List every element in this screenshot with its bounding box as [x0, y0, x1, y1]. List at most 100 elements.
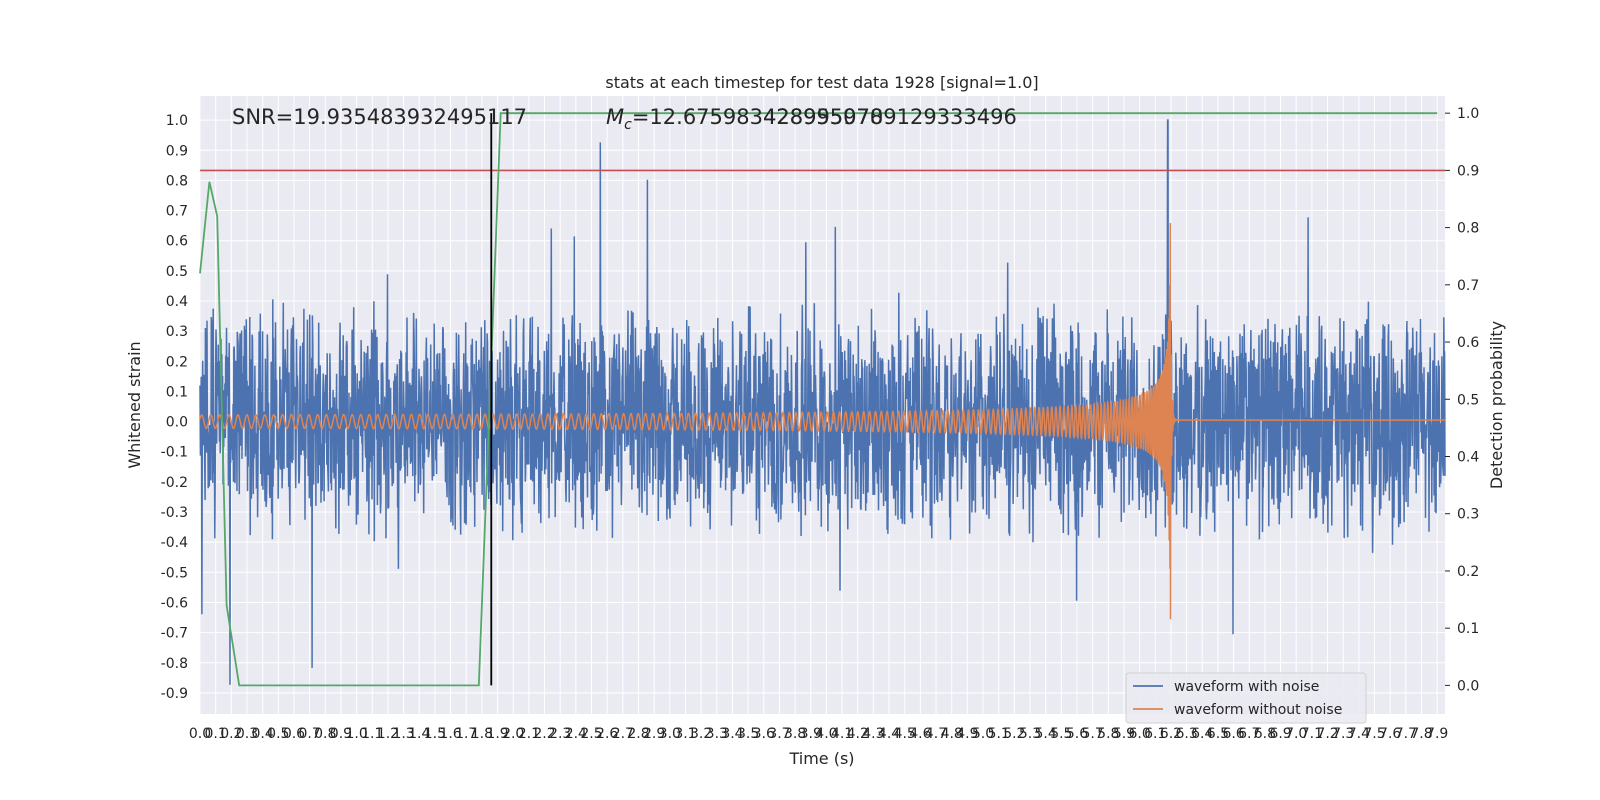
x-tick-label: 1.2	[377, 726, 399, 742]
x-tick-label: 5.2	[1003, 726, 1025, 742]
series-detection-probability	[199, 112, 1438, 687]
x-tick-label: 7.2	[1316, 726, 1338, 742]
x-tick-label: 3.1	[674, 726, 696, 742]
x-tick-label: 7.5	[1363, 726, 1385, 742]
y-tick-label: 1.0	[166, 113, 188, 129]
x-tick-label: 4.3	[862, 726, 884, 742]
x-tick-label: 7.7	[1395, 726, 1417, 742]
x-tick-label: 3.9	[800, 726, 822, 742]
y-right-axis-label: Detection probability	[1487, 321, 1506, 489]
x-tick-label: 0.5	[267, 726, 289, 742]
x-tick-label: 5.0	[972, 726, 994, 742]
x-tick-label: 5.3	[1019, 726, 1041, 742]
x-tick-label: 2.6	[596, 726, 618, 742]
x-tick-label: 7.9	[1426, 726, 1448, 742]
y-tick-label: 0.8	[166, 173, 188, 189]
x-tick-label: 7.6	[1379, 726, 1401, 742]
x-tick-label: 1.4	[408, 726, 430, 742]
x-tick-label: 6.1	[1144, 726, 1166, 742]
x-tick-label: 5.7	[1082, 726, 1104, 742]
x-tick-label: 1.0	[345, 726, 367, 742]
y-tick-label: -0.6	[161, 595, 188, 611]
y-right-tick-label: 0.1	[1457, 621, 1479, 637]
x-tick-label: 2.0	[502, 726, 524, 742]
x-tick-label: 4.0	[815, 726, 837, 742]
x-tick-label: 7.8	[1410, 726, 1432, 742]
x-tick-label: 3.4	[721, 726, 743, 742]
y-right-tick-label: 0.0	[1457, 678, 1479, 694]
x-tick-label: 7.4	[1348, 726, 1370, 742]
chart-title: stats at each timestep for test data 192…	[605, 73, 1038, 92]
x-tick-label: 6.9	[1269, 726, 1291, 742]
x-tick-label: 5.9	[1113, 726, 1135, 742]
y-tick-label: 0.6	[166, 234, 188, 250]
y-tick-label: 0.5	[166, 264, 188, 280]
y-right-tick-label: 0.9	[1457, 163, 1479, 179]
x-axis-label: Time (s)	[788, 749, 854, 768]
x-tick-label: 6.0	[1128, 726, 1150, 742]
x-tick-label: 3.7	[768, 726, 790, 742]
x-tick-label: 3.2	[690, 726, 712, 742]
x-tick-label: 0.0	[189, 726, 211, 742]
x-tick-label: 5.8	[1097, 726, 1119, 742]
y-tick-label: 0.9	[166, 143, 188, 159]
x-tick-label: 6.5	[1207, 726, 1229, 742]
x-tick-label: 0.1	[205, 726, 227, 742]
x-tick-label: 5.4	[1035, 726, 1057, 742]
y-tick-label: -0.8	[161, 656, 188, 672]
y-tick-label: -0.2	[161, 475, 188, 491]
x-tick-label: 5.1	[988, 726, 1010, 742]
x-tick-label: 0.3	[236, 726, 258, 742]
y-right-tick-label: 0.2	[1457, 564, 1479, 580]
x-tick-label: 6.7	[1238, 726, 1260, 742]
y-right-tick-label: 0.5	[1457, 392, 1479, 408]
x-tick-label: 3.5	[737, 726, 759, 742]
x-tick-label: 7.0	[1285, 726, 1307, 742]
x-tick-label: 1.6	[439, 726, 461, 742]
y-axis-label: Whitened strain	[125, 341, 144, 468]
y-tick-label: 0.4	[166, 294, 188, 310]
x-tick-label: 0.2	[220, 726, 242, 742]
chirp-mass-subscript: c	[624, 117, 632, 133]
x-tick-label: 7.3	[1332, 726, 1354, 742]
x-tick-label: 2.1	[518, 726, 540, 742]
x-tick-label: 3.8	[784, 726, 806, 742]
x-tick-label: 1.7	[455, 726, 477, 742]
y-tick-label: -0.5	[161, 565, 188, 581]
x-tick-label: 2.2	[533, 726, 555, 742]
y-right-tick-label: 0.7	[1457, 278, 1479, 294]
x-tick-label: 4.7	[925, 726, 947, 742]
x-tick-label: 4.8	[941, 726, 963, 742]
y-tick-label: 0.2	[166, 354, 188, 370]
x-tick-label: 4.1	[831, 726, 853, 742]
y-tick-label: -0.3	[161, 505, 188, 521]
x-tick-label: 6.4	[1191, 726, 1213, 742]
y-tick-label: 0.0	[166, 415, 188, 431]
x-tick-label: 4.2	[847, 726, 869, 742]
x-tick-label: 5.5	[1050, 726, 1072, 742]
x-tick-label: 2.9	[643, 726, 665, 742]
series-layer	[199, 112, 1446, 687]
series-waveform-with-noise	[199, 119, 1446, 685]
x-tick-label: 0.6	[283, 726, 305, 742]
x-tick-label: 2.7	[612, 726, 634, 742]
x-tick-label: 2.5	[580, 726, 602, 742]
x-tick-label: 3.3	[706, 726, 728, 742]
x-tick-label: 4.4	[878, 726, 900, 742]
x-tick-label: 2.8	[627, 726, 649, 742]
y-right-tick-labels: 0.0 0.1 0.2 0.3 0.4 0.5 0.6 0.7 0.8 0.9 1.0	[1445, 106, 1479, 694]
legend-box	[1125, 672, 1367, 724]
chirp-mass-symbol: M	[606, 105, 624, 129]
x-tick-label: 4.5	[894, 726, 916, 742]
chirp-mass-overlap-annotation: 4289959709129333496	[763, 105, 1017, 129]
x-tick-label: 1.5	[424, 726, 446, 742]
chirp-mass-value: =12.675983428955078	[632, 105, 883, 129]
y-tick-label: -0.7	[161, 626, 188, 642]
x-tick-label: 6.2	[1160, 726, 1182, 742]
x-tick-label: 5.6	[1066, 726, 1088, 742]
y-right-tick-label: 0.4	[1457, 450, 1479, 466]
y-right-tick-label: 1.0	[1457, 106, 1479, 122]
x-tick-label: 0.4	[252, 726, 274, 742]
